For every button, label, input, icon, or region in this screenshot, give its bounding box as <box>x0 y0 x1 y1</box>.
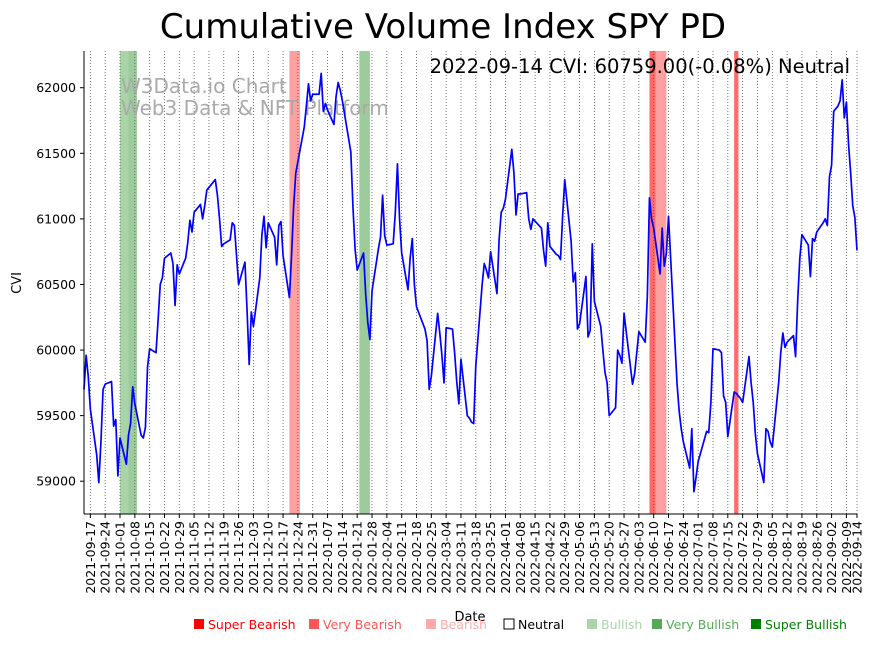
x-tick-label: 2021-10-15 <box>142 521 157 594</box>
y-tick-label: 61500 <box>36 146 76 161</box>
y-tick-label: 60000 <box>36 343 76 358</box>
x-tick-label: 2021-12-17 <box>276 521 291 594</box>
x-tick-label: 2022-07-01 <box>691 521 706 594</box>
x-tick-label: 2022-08-05 <box>765 521 780 594</box>
shade-very_bearish-6 <box>734 51 739 514</box>
x-tick-label: 2022-04-15 <box>528 521 543 594</box>
chart-title: Cumulative Volume Index SPY PD <box>160 7 726 47</box>
x-tick-label: 2022-01-07 <box>320 521 335 594</box>
shade-bearish-5 <box>655 51 667 514</box>
x-tick-label: 2021-10-08 <box>127 521 142 594</box>
x-tick-label: 2022-02-18 <box>409 521 424 594</box>
x-tick-label: 2022-05-13 <box>587 521 602 594</box>
x-tick-label: 2022-04-08 <box>513 521 528 594</box>
legend-marker-bearish <box>426 619 436 629</box>
x-tick-label: 2022-01-14 <box>335 521 350 594</box>
x-tick-label: 2022-09-14 <box>850 521 865 594</box>
legend-label-bearish: Bearish <box>440 617 487 632</box>
x-tick-label: 2022-06-24 <box>676 521 691 594</box>
legend-label-super_bullish: Super Bullish <box>765 617 847 632</box>
x-tick-label: 2021-11-26 <box>231 521 246 594</box>
legend-label-very_bearish: Very Bearish <box>323 617 402 632</box>
x-tick-label: 2022-05-27 <box>617 521 632 594</box>
x-tick-label: 2022-07-29 <box>750 521 765 594</box>
x-tick-label: 2022-08-19 <box>794 521 809 594</box>
legend-marker-super_bearish <box>194 619 204 629</box>
x-tick-label: 2022-09-09 <box>839 521 854 594</box>
shade-very_bearish-4 <box>649 51 656 514</box>
legend-label-neutral: Neutral <box>518 617 564 632</box>
legend-label-very_bullish: Very Bullish <box>666 617 739 632</box>
x-tick-label: 2022-04-22 <box>542 521 557 594</box>
x-axis-ticks: 2021-09-17 2021-09-24 2021-10-01 2021-10-08… <box>83 514 865 594</box>
x-tick-label: 2022-06-10 <box>646 521 661 594</box>
x-tick-label: 2022-06-03 <box>631 521 646 594</box>
x-tick-label: 2022-03-11 <box>453 521 468 594</box>
y-tick-label: 60500 <box>36 277 76 292</box>
shade-bearish-2 <box>289 51 301 514</box>
legend-marker-neutral <box>503 618 515 630</box>
x-tick-label: 2021-10-22 <box>157 521 172 594</box>
x-tick-label: 2022-07-15 <box>720 521 735 594</box>
x-tick-label: 2021-11-19 <box>216 521 231 594</box>
x-tick-label: 2022-07-22 <box>735 521 750 594</box>
legend: Super Bearish Very Bearish Bearish Neutral B… <box>194 617 847 632</box>
cvi-series-line <box>83 72 858 493</box>
x-tick-label: 2022-01-28 <box>365 521 380 594</box>
y-tick-label: 61000 <box>36 211 76 226</box>
x-tick-label: 2022-06-17 <box>661 521 676 594</box>
legend-label-bullish: Bullish <box>601 617 642 632</box>
x-tick-label: 2021-12-24 <box>290 521 305 594</box>
x-axis-label: Date <box>454 610 485 625</box>
x-tick-label: 2022-02-25 <box>424 521 439 594</box>
x-tick-label: 2022-02-04 <box>379 521 394 594</box>
x-tick-label: 2021-11-05 <box>187 521 202 594</box>
x-tick-label: 2022-02-11 <box>394 521 409 594</box>
legend-marker-bullish <box>587 619 597 629</box>
date-gridlines <box>89 51 858 514</box>
x-tick-label: 2022-03-04 <box>439 521 454 594</box>
shade-very_bullish-1 <box>128 51 137 514</box>
sentiment-shading <box>120 51 739 514</box>
y-tick-label: 59000 <box>36 474 76 489</box>
shade-bullish-0 <box>120 51 129 514</box>
legend-label-super_bearish: Super Bearish <box>208 617 296 632</box>
x-tick-label: 2022-08-26 <box>809 521 824 594</box>
x-tick-label: 2021-10-29 <box>172 521 187 594</box>
x-tick-label: 2022-05-20 <box>602 521 617 594</box>
x-tick-label: 2022-03-18 <box>468 521 483 594</box>
legend-marker-very_bearish <box>309 619 319 629</box>
watermark-line-2: Web3 Data & NFT Platform <box>121 96 389 120</box>
x-tick-label: 2022-04-29 <box>557 521 572 594</box>
x-tick-label: 2022-09-02 <box>824 521 839 594</box>
x-tick-label: 2021-12-31 <box>305 521 320 594</box>
x-tick-label: 2022-01-21 <box>350 521 365 594</box>
x-tick-label: 2021-11-12 <box>201 521 216 594</box>
x-tick-label: 2021-09-24 <box>98 521 113 594</box>
y-axis-ticks: 59000 59500 60000 60500 61000 61500 62000 <box>36 80 84 489</box>
legend-marker-very_bullish <box>652 619 662 629</box>
x-tick-label: 2021-10-01 <box>113 521 128 594</box>
x-tick-label: 2021-12-03 <box>246 521 261 594</box>
x-tick-label: 2022-07-08 <box>705 521 720 594</box>
x-tick-label: 2022-04-01 <box>498 521 513 594</box>
status-text: 2022-09-14 CVI: 60759.00(-0.08%) Neutral <box>430 55 850 78</box>
legend-marker-super_bullish <box>751 619 761 629</box>
x-tick-label: 2021-09-17 <box>83 521 98 594</box>
x-tick-label: 2021-12-10 <box>261 521 276 594</box>
x-tick-label: 2022-03-25 <box>483 521 498 594</box>
y-tick-label: 59500 <box>36 408 76 423</box>
y-tick-label: 62000 <box>36 80 76 95</box>
watermark-line-1: W3Data.io Chart <box>121 74 287 98</box>
x-tick-label: 2022-08-12 <box>780 521 795 594</box>
x-tick-label: 2022-05-06 <box>572 521 587 594</box>
y-axis-label: CVI <box>10 272 25 294</box>
